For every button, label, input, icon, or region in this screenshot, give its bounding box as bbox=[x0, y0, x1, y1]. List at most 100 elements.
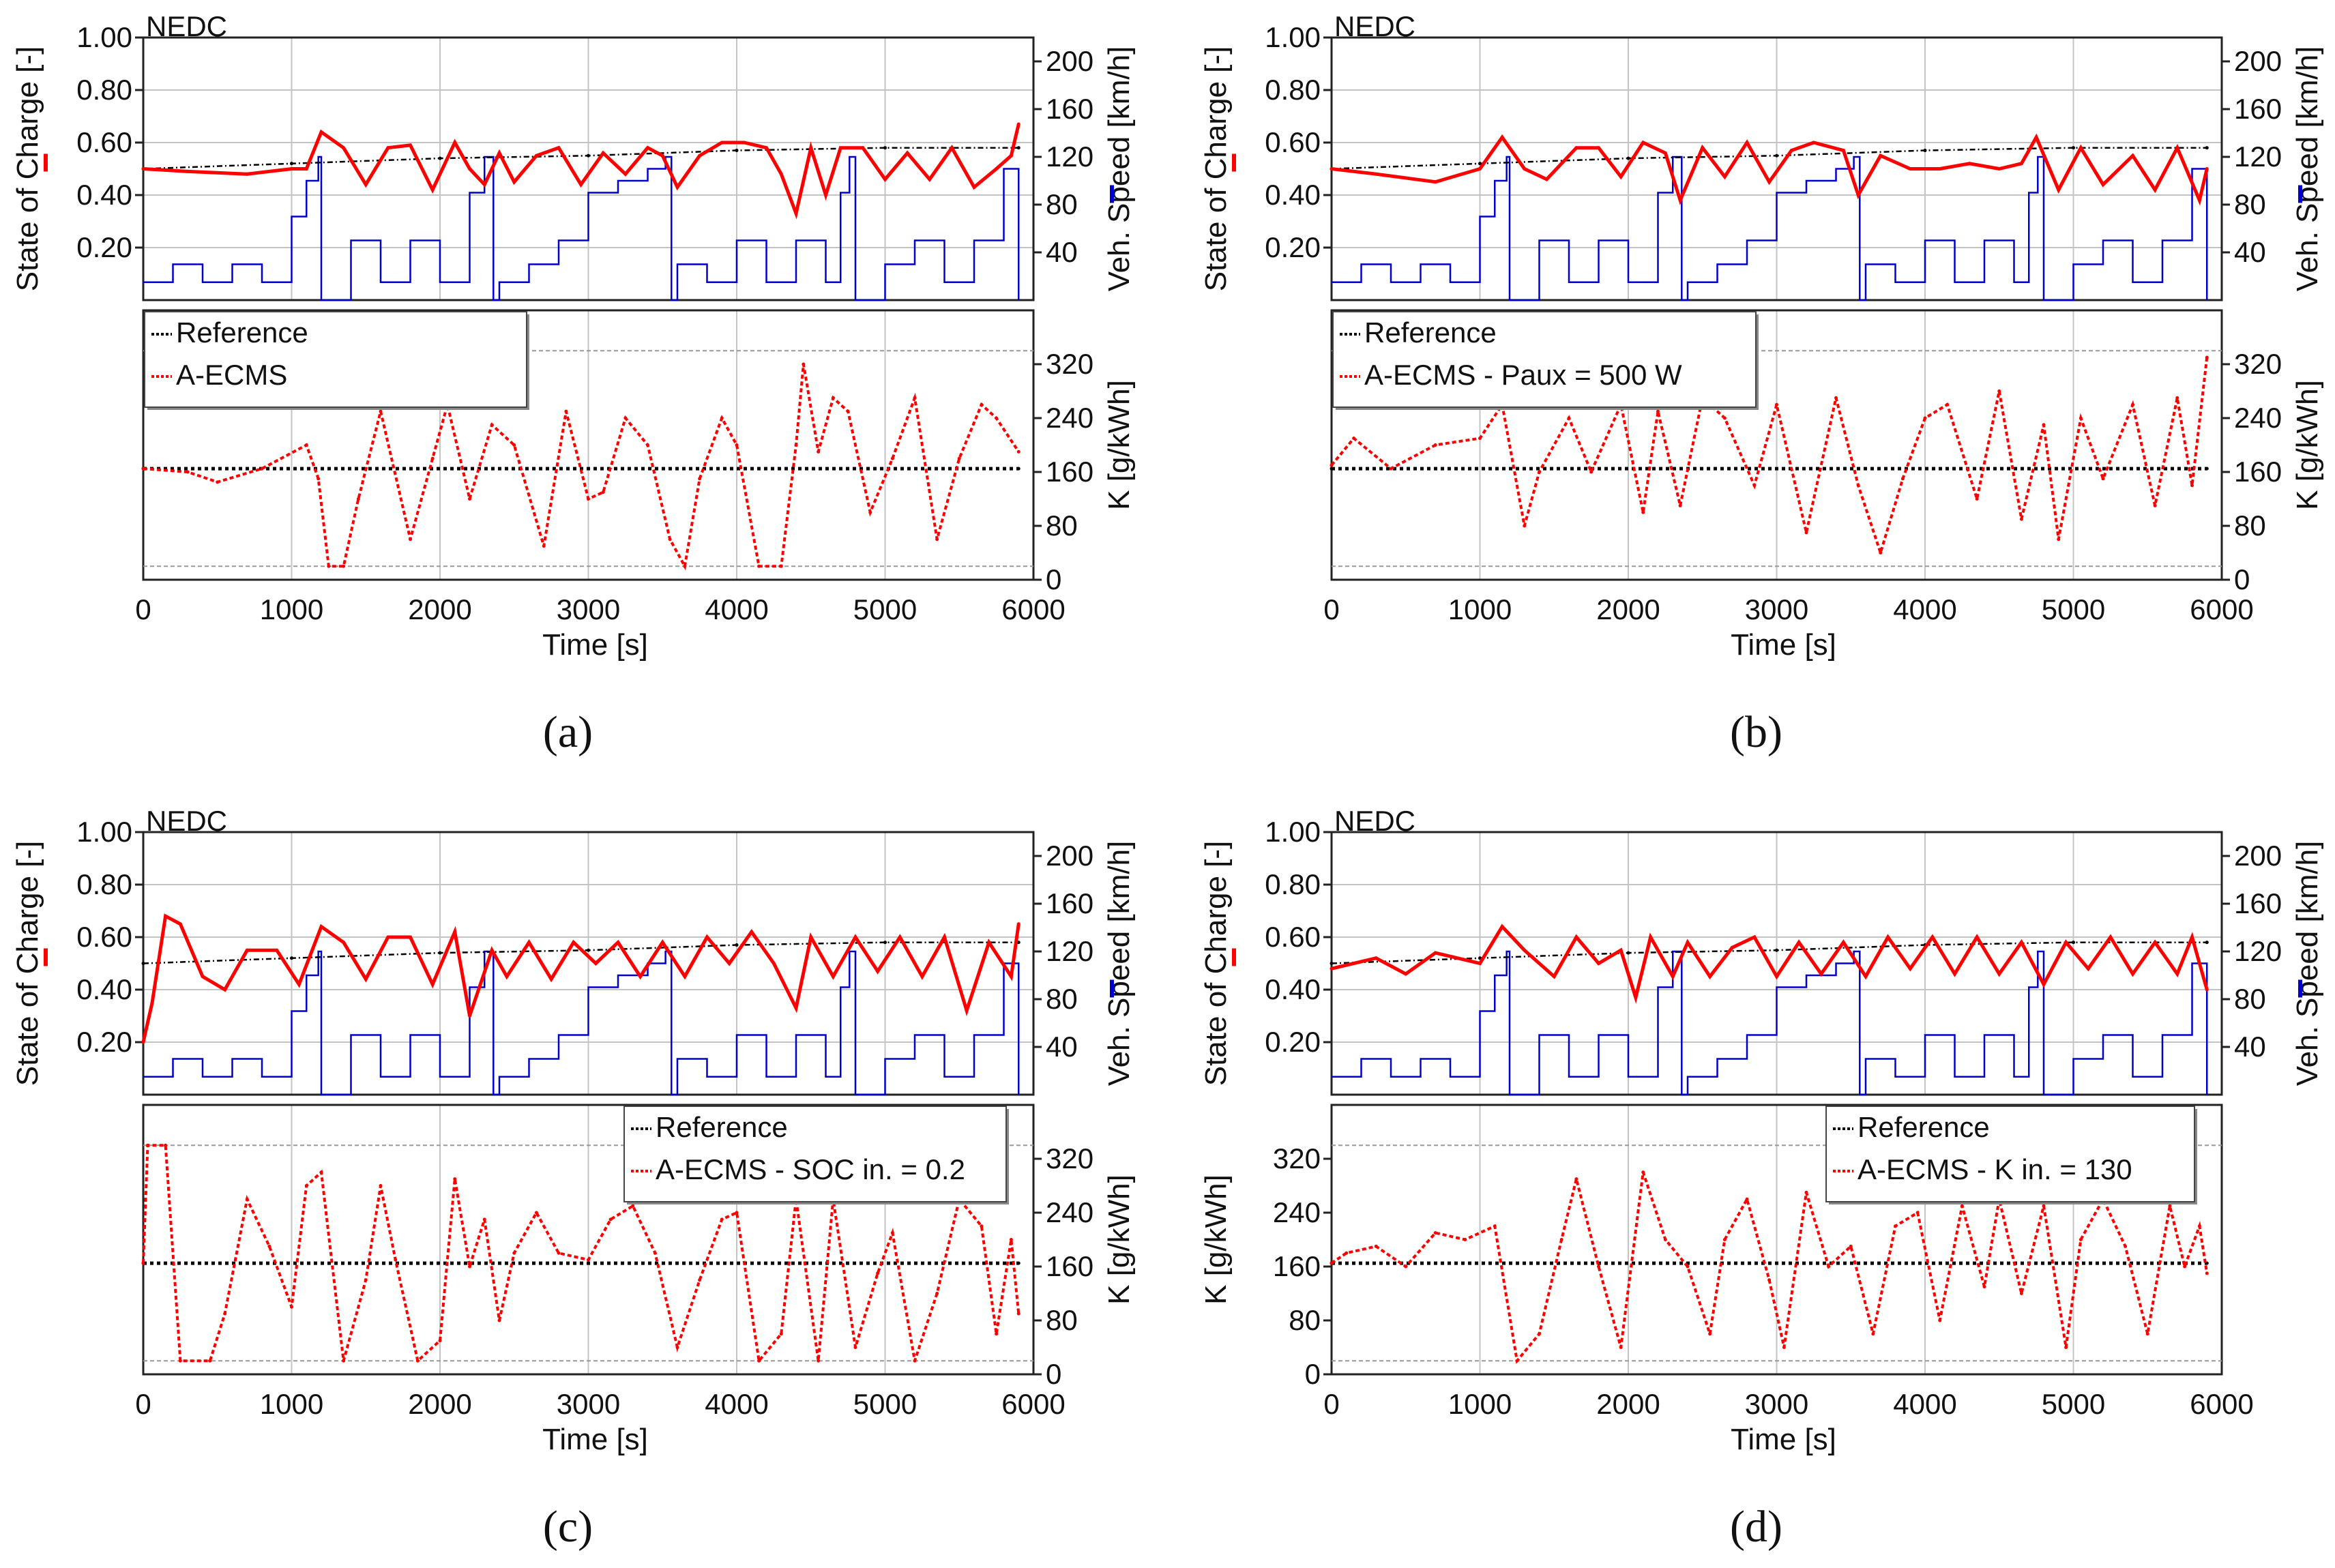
aecms-k-point bbox=[2124, 1244, 2128, 1248]
aecms-k-point bbox=[245, 1197, 249, 1201]
k-tick-label: 320 bbox=[1273, 1142, 1321, 1174]
speed-tick-label: 40 bbox=[2234, 236, 2266, 268]
aecms-k-point bbox=[2205, 1271, 2209, 1275]
bottom-plot-frame bbox=[1330, 309, 2223, 581]
aecms-k-point bbox=[146, 1143, 150, 1147]
aecms-soc-point bbox=[1752, 935, 1757, 939]
reference-soc-point bbox=[883, 146, 887, 150]
speed-line bbox=[1332, 156, 2208, 301]
aecms-soc-point bbox=[319, 130, 323, 134]
aecms-k-point bbox=[1538, 1332, 1541, 1336]
legend: Reference A-ECMS bbox=[144, 311, 529, 410]
reference-k-point bbox=[1330, 467, 1334, 471]
aecms-k-point bbox=[631, 1204, 635, 1208]
speed-tick-label: 40 bbox=[2234, 1031, 2266, 1063]
k-axis-label: K [g/kWh] bbox=[2291, 380, 2324, 510]
k-tick-label: 80 bbox=[1046, 1304, 1078, 1336]
aecms-soc-point bbox=[2131, 153, 2134, 158]
cycle-label: NEDC bbox=[1334, 10, 1415, 42]
reference-soc-point bbox=[290, 162, 293, 166]
x-tick-label: 5000 bbox=[853, 1388, 917, 1420]
aecms-soc-point bbox=[1797, 941, 1801, 945]
x-tick-label: 2000 bbox=[408, 1388, 471, 1420]
aecms-soc-point bbox=[1908, 167, 1912, 171]
x-tick-label: 1000 bbox=[1448, 1388, 1512, 1420]
subplot-c: 0.20 0.40 0.60 0.80 1.00 40 80 120 160 200 NEDC Sta… bbox=[11, 805, 1136, 1552]
aecms-soc-point bbox=[1500, 925, 1504, 929]
k-tick-label: 80 bbox=[2234, 509, 2266, 542]
aecms-soc-point bbox=[1523, 167, 1527, 171]
aecms-k-point bbox=[290, 1305, 293, 1309]
speed-tick-label: 200 bbox=[2234, 45, 2282, 77]
aecms-k-point bbox=[1016, 449, 1020, 454]
aecms-k-point bbox=[890, 1231, 894, 1235]
aecms-k-point bbox=[1856, 484, 1860, 488]
aecms-soc-point bbox=[1500, 135, 1504, 139]
aecms-k-point bbox=[995, 1332, 999, 1336]
aecms-k-point bbox=[2064, 1346, 2068, 1349]
aecms-k-point bbox=[2101, 477, 2105, 481]
aecms-soc-point bbox=[468, 1014, 471, 1018]
aecms-k-point bbox=[653, 1251, 657, 1255]
speed-tick-label: 120 bbox=[2234, 140, 2282, 173]
aecms-soc-point bbox=[765, 146, 768, 150]
aecms-soc-point bbox=[660, 941, 664, 945]
speed-tick-label: 120 bbox=[1046, 935, 1093, 967]
aecms-k-point bbox=[557, 1251, 561, 1255]
reference-soc-point bbox=[587, 948, 590, 952]
k-tick-label: 160 bbox=[2234, 456, 2282, 488]
aecms-k-point bbox=[1463, 1238, 1467, 1241]
aecms-soc-point bbox=[1374, 172, 1378, 176]
aecms-k-point bbox=[379, 409, 383, 413]
legend-entry: Reference bbox=[176, 316, 308, 349]
speed-axis-color-key bbox=[1110, 185, 1114, 203]
aecms-soc-point bbox=[1967, 162, 1971, 166]
aecms-soc-point bbox=[490, 948, 494, 952]
x-tick-label: 4000 bbox=[1893, 593, 1956, 625]
aecms-k-point bbox=[186, 470, 190, 474]
aecms-k-point bbox=[267, 1244, 271, 1248]
legend-entry: A-ECMS bbox=[176, 359, 287, 391]
aecms-soc-point bbox=[1619, 948, 1623, 952]
aecms-soc-point bbox=[409, 143, 412, 147]
aecms-soc-point bbox=[1016, 922, 1020, 926]
aecms-soc-point bbox=[549, 977, 553, 981]
aecms-soc-point bbox=[742, 140, 746, 145]
aecms-soc-point bbox=[1879, 153, 1883, 158]
soc-tick-label: 0.60 bbox=[1265, 126, 1321, 158]
soc-tick-label: 0.80 bbox=[76, 74, 132, 106]
aecms-soc-point bbox=[1330, 966, 1334, 971]
k-tick-label: 320 bbox=[2234, 348, 2282, 380]
aecms-soc-point bbox=[1997, 167, 2001, 171]
speed-axis-label: Veh. Speed [km/h] bbox=[1102, 46, 1136, 292]
aecms-soc-point bbox=[386, 935, 390, 939]
reference-k-point bbox=[2205, 467, 2209, 471]
aecms-soc-point bbox=[1016, 122, 1020, 126]
aecms-soc-point bbox=[319, 925, 323, 929]
aecms-soc-point bbox=[638, 975, 643, 979]
aecms-soc-point bbox=[2042, 982, 2046, 986]
aecms-k-point bbox=[587, 497, 590, 501]
aecms-soc-point bbox=[141, 167, 145, 171]
speed-tick-label: 80 bbox=[1046, 983, 1078, 1015]
x-axis-label: Time [s] bbox=[1731, 628, 1836, 662]
aecms-k-point bbox=[913, 396, 917, 400]
reference-soc-point bbox=[1626, 951, 1630, 955]
aecms-soc-point bbox=[386, 146, 390, 150]
aecms-k-point bbox=[1641, 510, 1645, 514]
aecms-soc-point bbox=[809, 146, 813, 150]
aecms-k-point bbox=[468, 497, 471, 501]
cycle-label: NEDC bbox=[146, 10, 227, 42]
aecms-k-point bbox=[319, 1170, 323, 1174]
aecms-soc-point bbox=[572, 941, 576, 945]
k-tick-label: 240 bbox=[1046, 402, 1093, 434]
x-tick-label: 2000 bbox=[408, 593, 471, 625]
aecms-k-point bbox=[1879, 551, 1883, 554]
aecms-soc-line bbox=[143, 123, 1020, 220]
aecms-soc-point bbox=[1544, 177, 1548, 181]
aecms-k-point bbox=[1900, 477, 1905, 481]
aecms-k-point bbox=[2019, 1292, 2023, 1295]
aecms-k-point bbox=[668, 537, 672, 542]
soc-tick-label: 0.80 bbox=[1265, 74, 1321, 106]
aecms-soc-point bbox=[364, 977, 368, 981]
